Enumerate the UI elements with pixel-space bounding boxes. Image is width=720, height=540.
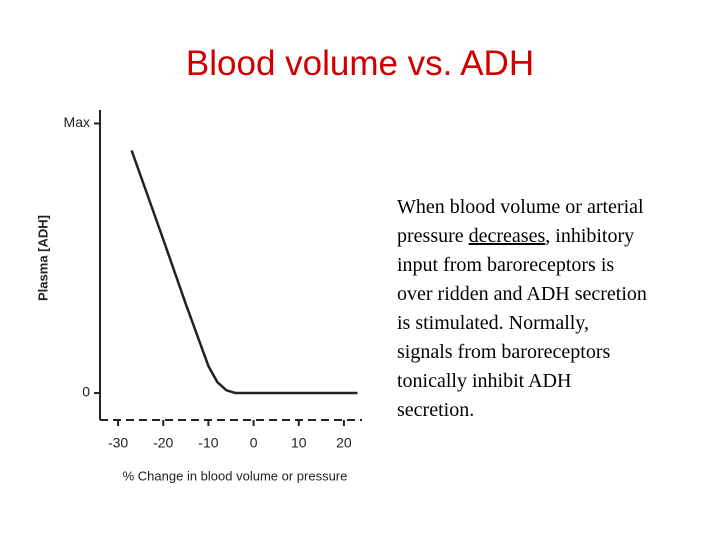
x-axis-label: % Change in blood volume or pressure	[123, 468, 348, 483]
x-tick-label: -10	[198, 435, 218, 451]
text: , inhibitory input from baroreceptors is…	[397, 225, 647, 421]
slide-title: Blood volume vs. ADH	[185, 44, 535, 83]
x-tick-label: -30	[108, 435, 128, 451]
data-line	[130, 150, 358, 395]
y-tick-label: Max	[64, 114, 90, 130]
text-underlined: decreases	[468, 225, 546, 247]
y-axis-label: Plasma [ADH]	[35, 215, 50, 301]
x-tick-label: 0	[250, 435, 258, 451]
y-tick-label: 0	[82, 384, 90, 400]
x-tick-label: 10	[291, 435, 307, 451]
x-tick-label: 20	[336, 435, 352, 451]
description: When blood volume or arterial pressure d…	[397, 193, 647, 425]
x-tick-label: -20	[153, 435, 173, 451]
text: When blood volume or arterial pressure	[397, 196, 644, 247]
